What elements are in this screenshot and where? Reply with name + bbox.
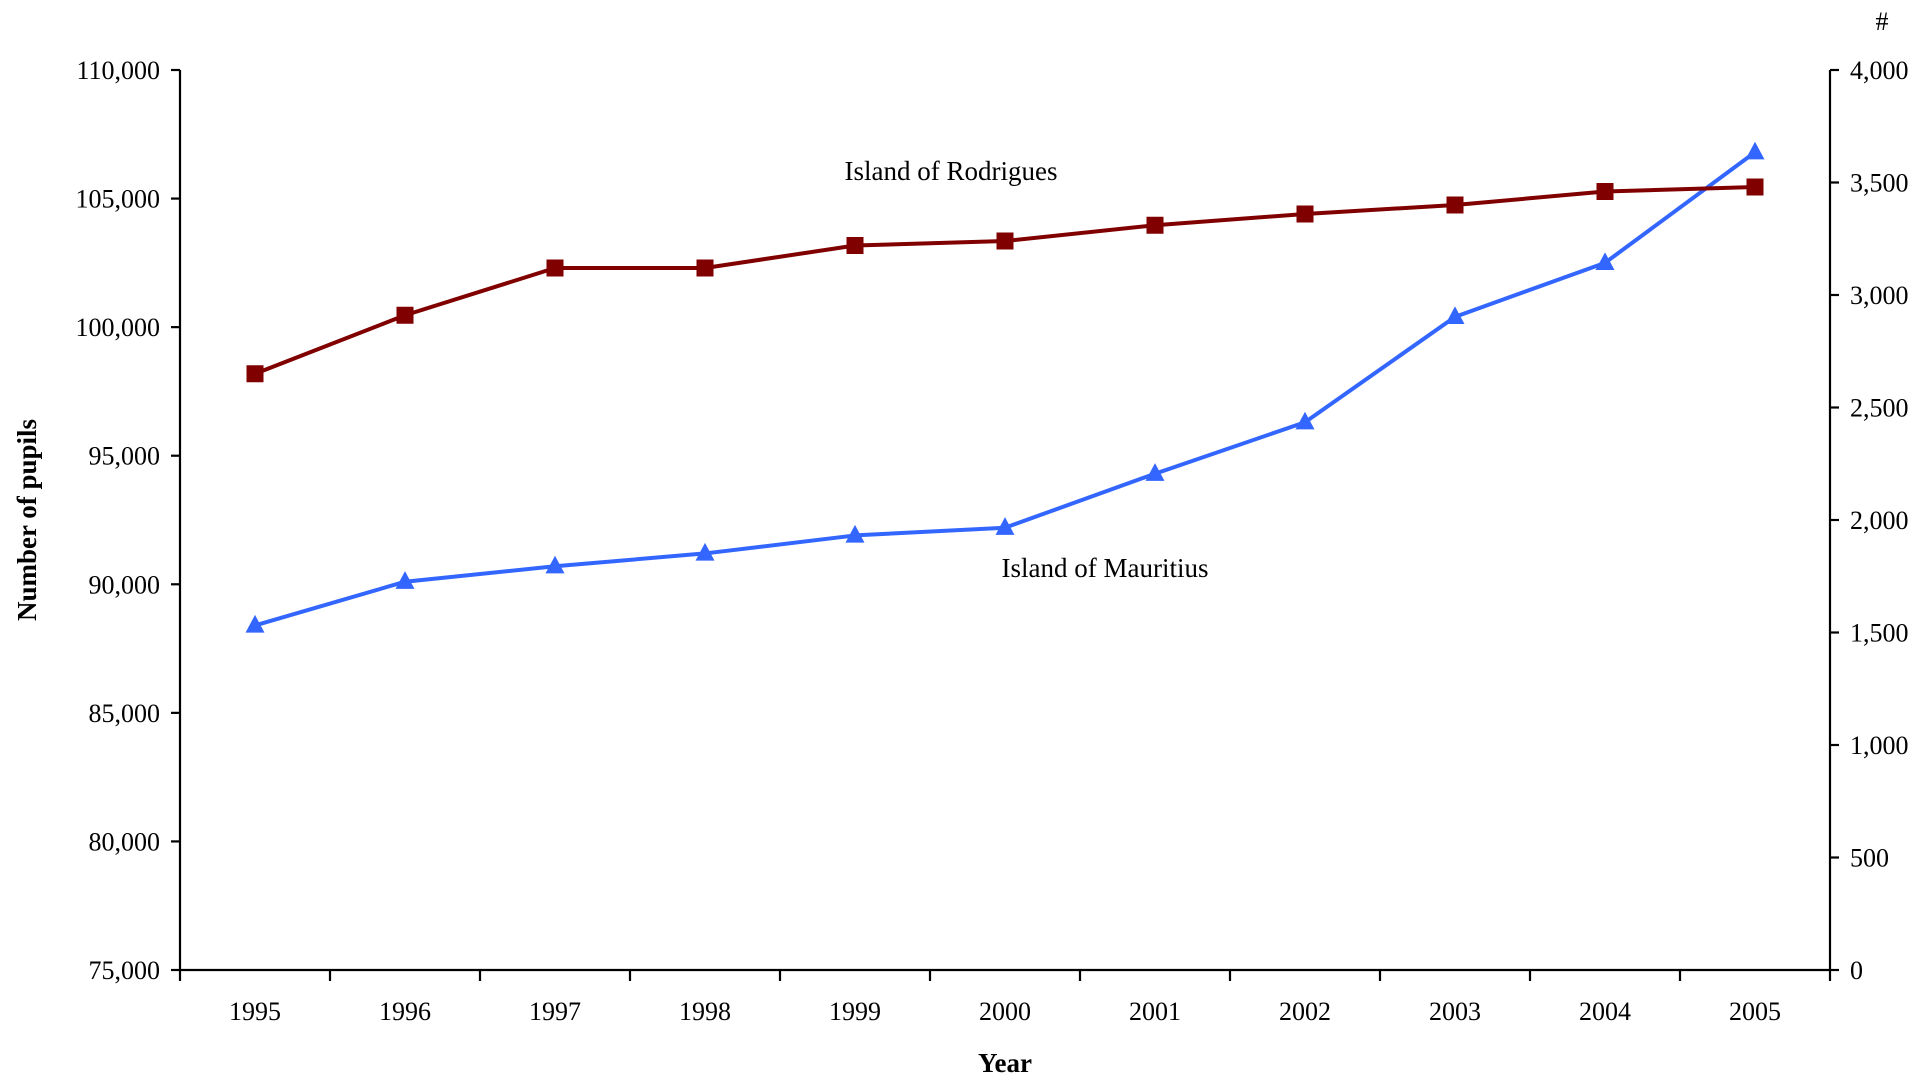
data-point-island-of-mauritius bbox=[1295, 411, 1315, 430]
data-point-island-of-rodrigues bbox=[1746, 178, 1764, 196]
x-axis-tick-label: 1999 bbox=[829, 997, 881, 1026]
data-point-island-of-mauritius bbox=[1145, 463, 1165, 481]
data-point-island-of-mauritius bbox=[995, 517, 1015, 535]
x-axis-tick-label: 2004 bbox=[1579, 997, 1631, 1026]
left-axis-tick-label: 110,000 bbox=[76, 56, 160, 85]
data-point-island-of-mauritius bbox=[695, 542, 715, 561]
x-axis-title: Year bbox=[978, 1048, 1032, 1077]
data-point-island-of-rodrigues bbox=[846, 237, 864, 254]
left-axis-tick-label: 105,000 bbox=[76, 185, 161, 214]
right-axis-tick-label: 2,500 bbox=[1850, 394, 1909, 423]
right-axis-unit: # bbox=[1876, 7, 1889, 36]
data-point-island-of-mauritius bbox=[545, 555, 565, 574]
right-axis-tick-label: 4,000 bbox=[1850, 56, 1909, 85]
left-axis-tick-label: 75,000 bbox=[89, 956, 161, 985]
y-axis-title: Number of pupils bbox=[12, 419, 42, 621]
data-point-island-of-rodrigues bbox=[246, 365, 264, 383]
series-line-island-of-rodrigues bbox=[254, 185, 1756, 376]
left-axis-tick-label: 95,000 bbox=[89, 442, 161, 471]
series-group bbox=[245, 141, 1765, 633]
x-axis-tick-label: 2003 bbox=[1429, 997, 1481, 1026]
x-axis-tick-label: 2000 bbox=[979, 997, 1031, 1026]
data-point-island-of-rodrigues bbox=[396, 306, 414, 324]
right-axis-tick-label: 3,500 bbox=[1850, 169, 1909, 198]
data-point-island-of-rodrigues bbox=[1296, 205, 1314, 223]
data-point-island-of-mauritius bbox=[845, 524, 865, 543]
left-axis-tick-label: 85,000 bbox=[89, 699, 161, 728]
x-axis-tick-label: 1995 bbox=[229, 997, 281, 1026]
data-point-island-of-rodrigues bbox=[996, 232, 1014, 250]
x-axis-tick-label: 2005 bbox=[1729, 997, 1781, 1026]
data-point-island-of-mauritius bbox=[245, 614, 265, 633]
right-axis-tick-label: 0 bbox=[1850, 956, 1863, 985]
right-axis-tick-label: 2,000 bbox=[1850, 506, 1909, 535]
right-axis-tick-label: 1,500 bbox=[1850, 619, 1909, 648]
right-axis-tick-label: 3,000 bbox=[1850, 281, 1909, 310]
left-axis-tick-label: 80,000 bbox=[89, 827, 161, 856]
series-label-rodrigues: Island of Rodrigues bbox=[845, 156, 1058, 186]
data-point-island-of-mauritius bbox=[395, 571, 415, 589]
data-point-island-of-rodrigues bbox=[696, 259, 714, 277]
data-point-island-of-rodrigues bbox=[1146, 216, 1164, 234]
data-point-island-of-mauritius bbox=[1445, 306, 1465, 324]
data-point-island-of-rodrigues bbox=[1446, 196, 1464, 214]
axes: 75,000 80,000 85,000 90,000 95,000 100,000 105… bbox=[76, 56, 1909, 1026]
x-axis-tick-label: 2002 bbox=[1279, 997, 1331, 1026]
x-axis-tick-label: 1998 bbox=[679, 997, 731, 1026]
right-axis-tick-label: 500 bbox=[1850, 844, 1889, 873]
series-label-mauritius: Island of Mauritius bbox=[1002, 553, 1209, 583]
right-axis-tick-label: 1,000 bbox=[1850, 731, 1909, 760]
x-axis-tick-label: 1996 bbox=[379, 997, 431, 1026]
data-point-island-of-rodrigues bbox=[546, 259, 564, 277]
left-axis-tick-label: 100,000 bbox=[76, 313, 161, 342]
data-point-island-of-mauritius bbox=[1745, 141, 1765, 160]
x-axis-tick-label: 2001 bbox=[1129, 997, 1181, 1026]
left-axis-tick-label: 90,000 bbox=[89, 570, 161, 599]
data-point-island-of-rodrigues bbox=[1596, 183, 1614, 200]
x-axis-tick-label: 1997 bbox=[529, 997, 581, 1026]
data-point-island-of-mauritius bbox=[1595, 252, 1615, 270]
